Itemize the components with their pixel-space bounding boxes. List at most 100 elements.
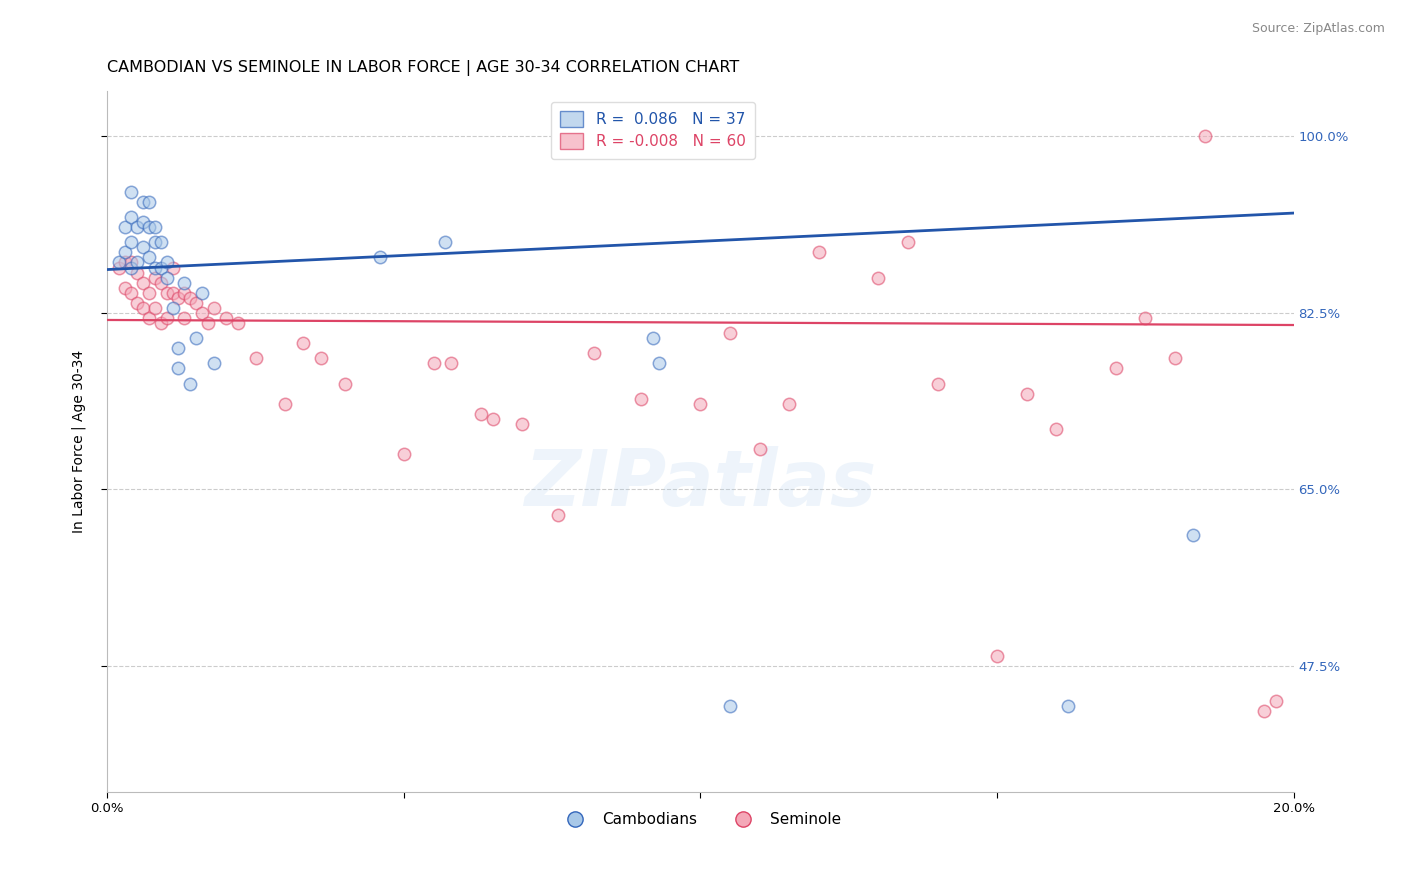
Point [155,270,177,285]
Point [120,255,142,269]
Text: CAMBODIAN VS SEMINOLE IN LABOR FORCE | AGE 30-34 CORRELATION CHART: CAMBODIAN VS SEMINOLE IN LABOR FORCE | A… [107,60,740,76]
Point [149,260,172,275]
Point [179,376,201,391]
Point [149,316,172,330]
Point [120,285,142,300]
Point [162,301,184,315]
Point [125,295,148,310]
Point [1015,386,1038,401]
Point [114,245,136,260]
Point [108,260,131,275]
Point [191,285,214,300]
Point [392,447,415,461]
Point [718,326,741,340]
Point [778,397,800,411]
Point [1253,704,1275,718]
Point [120,185,142,199]
Point [149,276,172,290]
Legend: Cambodians, Seminole: Cambodians, Seminole [553,806,848,833]
Point [202,301,225,315]
Text: Source: ZipAtlas.com: Source: ZipAtlas.com [1251,22,1385,36]
Point [202,356,225,370]
Point [186,331,208,345]
Point [143,235,166,250]
Point [191,306,214,320]
Point [1181,528,1204,542]
Point [162,260,184,275]
Point [641,331,664,345]
Point [1164,351,1187,366]
Point [120,260,142,275]
Point [138,194,160,209]
Point [143,260,166,275]
Point [167,361,190,376]
Point [215,310,238,325]
Point [132,240,155,254]
Point [718,699,741,714]
Point [648,356,671,370]
Point [422,356,444,370]
Point [309,351,332,366]
Point [197,316,219,330]
Point [143,270,166,285]
Point [125,266,148,280]
Point [138,220,160,235]
Point [173,310,195,325]
Point [155,285,177,300]
Point [470,407,492,421]
Point [173,276,195,290]
Point [132,194,155,209]
Point [167,291,190,305]
Point [143,301,166,315]
Point [138,251,160,265]
Point [440,356,463,370]
Point [138,285,160,300]
Point [582,346,605,360]
Point [114,220,136,235]
Point [808,245,831,260]
Point [689,397,711,411]
Point [155,255,177,269]
Point [1264,694,1286,708]
Point [1057,699,1080,714]
Point [132,301,155,315]
Point [132,276,155,290]
Point [125,255,148,269]
Point [173,285,195,300]
Point [1045,422,1067,436]
Point [179,291,201,305]
Point [512,417,534,431]
Point [1194,129,1216,144]
Point [897,235,920,250]
Text: ZIPatlas: ZIPatlas [524,446,876,522]
Point [274,397,297,411]
Point [368,251,391,265]
Point [630,392,652,406]
Point [114,255,136,269]
Point [108,255,131,269]
Point [245,351,267,366]
Point [138,310,160,325]
Point [1135,310,1157,325]
Y-axis label: In Labor Force | Age 30-34: In Labor Force | Age 30-34 [72,350,86,533]
Point [167,341,190,355]
Point [143,220,166,235]
Point [132,215,155,229]
Point [927,376,949,391]
Point [120,210,142,224]
Point [186,295,208,310]
Point [120,235,142,250]
Point [1104,361,1126,376]
Point [149,235,172,250]
Point [748,442,770,456]
Point [547,508,569,522]
Point [114,281,136,295]
Point [434,235,457,250]
Point [155,310,177,325]
Point [162,285,184,300]
Point [125,220,148,235]
Point [986,648,1008,663]
Point [226,316,249,330]
Point [868,270,890,285]
Point [333,376,356,391]
